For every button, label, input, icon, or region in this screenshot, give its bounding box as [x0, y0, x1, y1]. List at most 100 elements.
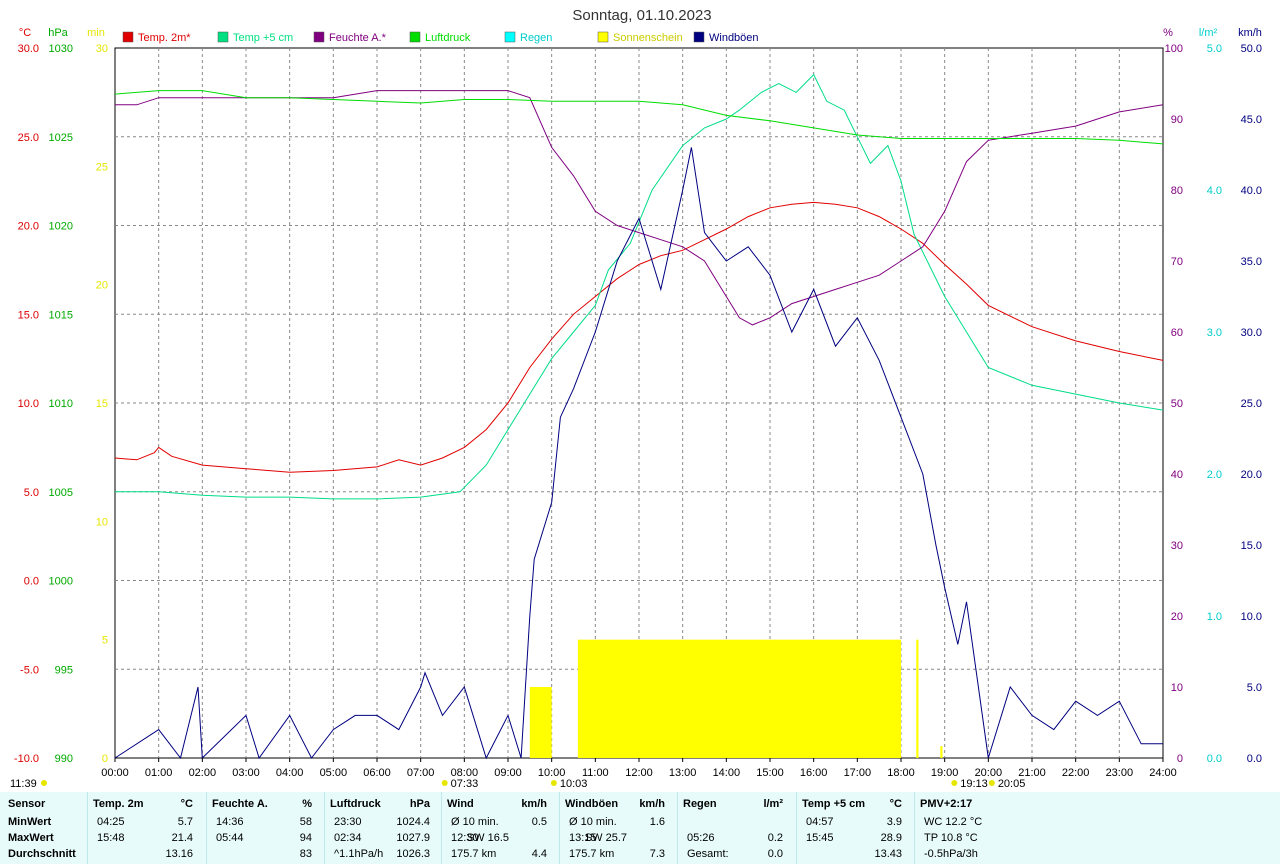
stat-value: 28.9 — [880, 832, 902, 844]
chart-title: Sonntag, 01.10.2023 — [572, 7, 711, 24]
sunshine-tick-label: 10 — [96, 516, 108, 528]
x-tick-label: 18:00 — [887, 767, 915, 779]
sunshine-bar — [916, 639, 919, 758]
sunshine-tick-label: 30 — [96, 43, 108, 55]
legend-label: Regen — [520, 32, 552, 44]
wind-tick-label: 20.0 — [1241, 469, 1262, 481]
legend-label: Sonnenschein — [613, 32, 683, 44]
wind-tick-label: 10.0 — [1241, 611, 1262, 623]
pressure-axis-unit: hPa — [48, 27, 68, 39]
x-tick-label: 01:00 — [145, 767, 173, 779]
stat-value: 7.3 — [649, 848, 665, 860]
sun-marker-label: 10:03 — [560, 778, 588, 790]
stat-label: 04:25 — [97, 816, 125, 828]
sunshine-bars — [529, 639, 943, 758]
column-header: Feuchte A. — [212, 798, 268, 810]
sunshine-tick-label: 15 — [96, 398, 108, 410]
x-tick-label: 07:00 — [407, 767, 435, 779]
column-separator — [559, 792, 560, 864]
legend-label: Windböen — [709, 32, 759, 44]
stat-value: 21.4 — [171, 832, 193, 844]
column-separator — [796, 792, 797, 864]
corner-time-label: 11:39 — [10, 778, 37, 790]
x-tick-label: 10:00 — [538, 767, 566, 779]
legend-swatch — [122, 31, 134, 43]
legend-swatch — [597, 31, 609, 43]
wind-tick-label: 5.0 — [1247, 682, 1262, 694]
legend-label: Temp. 2m* — [138, 32, 191, 44]
rain-tick-label: 2.0 — [1207, 469, 1222, 481]
stat-label: 12:30 — [451, 832, 479, 844]
statistics-table: Sensor MinWert MaxWert Durchschnitt Temp. 2m… — [0, 792, 1280, 864]
stat-value: 13.16 — [165, 848, 193, 860]
x-tick-label: 03:00 — [232, 767, 260, 779]
sun-icon — [41, 780, 47, 786]
pressure-tick-label: 990 — [55, 753, 73, 765]
sun-marker-icon — [441, 780, 448, 786]
stat-value: 1.6 — [649, 816, 665, 828]
temp-axis-unit: °C — [19, 27, 31, 39]
stat-value: 0.5 — [531, 816, 547, 828]
temp-tick-label: 25.0 — [18, 132, 39, 144]
column-header: Temp +5 cm — [802, 798, 866, 810]
stat-label: 04:57 — [806, 816, 834, 828]
sunshine-bar — [940, 746, 943, 758]
x-tick-label: 09:00 — [494, 767, 522, 779]
series-lines — [114, 73, 1164, 760]
windb-en-line — [114, 147, 1163, 760]
column-separator — [914, 792, 915, 864]
legend-swatch — [217, 31, 229, 43]
stat-value: 83 — [299, 848, 312, 860]
wind-tick-label: 15.0 — [1241, 540, 1262, 552]
stat-label: Ø 10 min. — [569, 816, 617, 828]
x-tick-label: 14:00 — [713, 767, 741, 779]
column-separator — [206, 792, 207, 864]
stat-label: 02:34 — [334, 832, 362, 844]
humidity-tick-label: 60 — [1171, 327, 1183, 339]
pressure-tick-label: 1015 — [49, 309, 73, 321]
stat-label: 13:15 — [569, 832, 597, 844]
rain-tick-label: 4.0 — [1207, 185, 1222, 197]
temp-tick-label: 10.0 — [18, 398, 39, 410]
stat-label: 15:48 — [97, 832, 125, 844]
stat-value: 5.7 — [177, 816, 193, 828]
x-tick-label: 20:00 — [975, 767, 1003, 779]
column-header: Temp. 2m — [93, 798, 144, 810]
legend-label: Temp +5 cm — [233, 32, 293, 44]
temp-tick-label: -10.0 — [14, 753, 39, 765]
stat-value: 0.0 — [767, 848, 783, 860]
stat-label: Gesamt: — [687, 848, 729, 860]
sunshine-tick-label: 20 — [96, 280, 108, 292]
x-tick-label: 12:00 — [625, 767, 653, 779]
legend-label: Luftdruck — [425, 32, 471, 44]
legend-swatch — [313, 31, 325, 43]
pressure-tick-label: 1000 — [49, 576, 73, 588]
x-tick-label: 21:00 — [1018, 767, 1046, 779]
x-tick-label: 17:00 — [844, 767, 872, 779]
stat-label: Ø 10 min. — [451, 816, 499, 828]
stat-label: 175.7 km — [569, 848, 615, 860]
sunshine-axis-unit: min — [87, 27, 105, 39]
stat-value: 4.4 — [531, 848, 547, 860]
humidity-tick-label: 50 — [1171, 398, 1183, 410]
column-separator — [87, 792, 88, 864]
temp-tick-label: 0.0 — [24, 576, 39, 588]
x-tick-label: 00:00 — [101, 767, 129, 779]
stat-label: ^1.1hPa/h — [334, 848, 384, 860]
column-header: Wind — [447, 798, 474, 810]
rain-axis-unit: l/m² — [1199, 27, 1218, 39]
stat-value: 1026.3 — [396, 848, 430, 860]
sunshine-bar — [529, 687, 552, 758]
axes: 00:00 01:00 02:00 03:00 04:00 05:00 06:00 07:00… — [14, 27, 1262, 779]
stat-label: 05:44 — [216, 832, 244, 844]
rain-tick-label: 0.0 — [1207, 753, 1222, 765]
temp-5-cm-line — [115, 73, 1164, 500]
legend-swatch — [504, 31, 516, 43]
x-tick-label: 19:00 — [931, 767, 959, 779]
rain-tick-label: 5.0 — [1207, 43, 1222, 55]
temp-2m-line — [114, 201, 1164, 473]
column-unit: km/h — [521, 798, 547, 810]
legend-swatch — [409, 31, 421, 43]
humidity-tick-label: 100 — [1165, 43, 1183, 55]
column-unit: °C — [180, 798, 193, 810]
